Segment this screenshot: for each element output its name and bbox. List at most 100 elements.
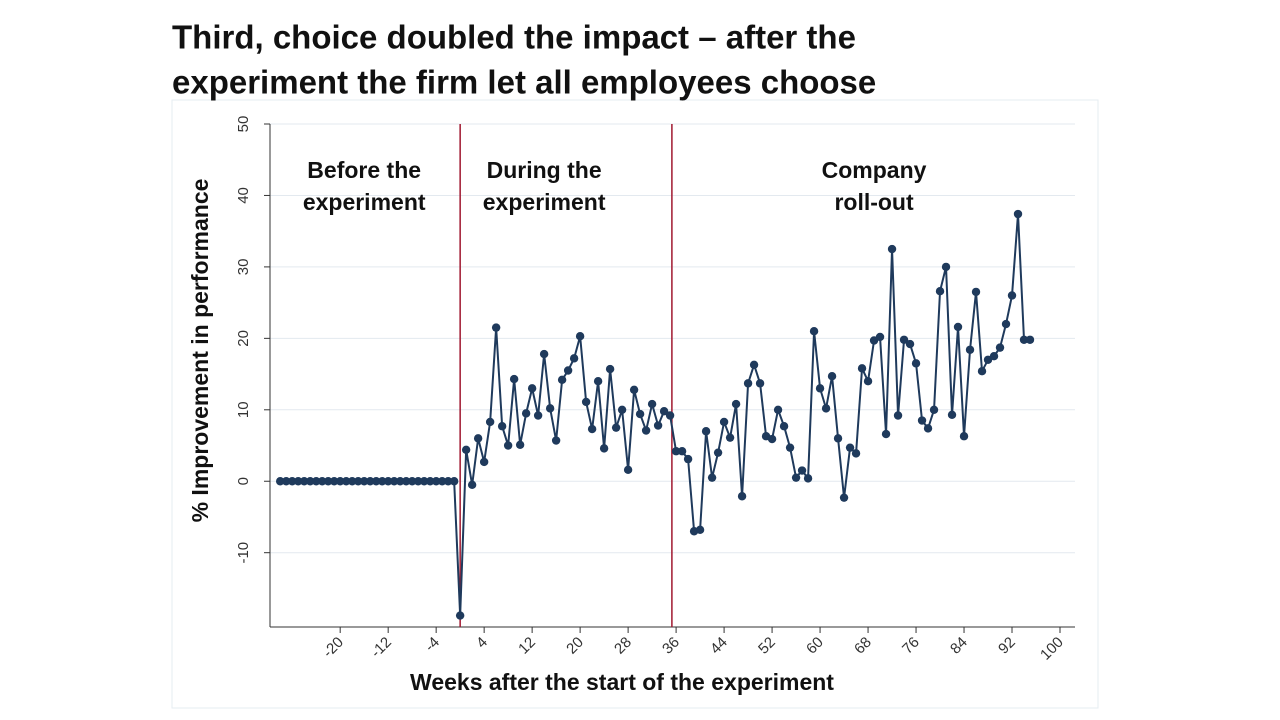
y-tick-label: -10 xyxy=(235,542,252,564)
data-point xyxy=(755,379,765,388)
data-point xyxy=(515,440,525,450)
data-point xyxy=(779,422,789,431)
y-axis-label: % Improvement in performance xyxy=(187,179,213,523)
data-point xyxy=(479,457,489,467)
data-point xyxy=(329,477,339,486)
data-point xyxy=(899,335,909,344)
data-point xyxy=(803,474,813,483)
x-tick-label: 60 xyxy=(803,634,827,658)
data-point xyxy=(587,424,597,434)
data-point xyxy=(377,477,387,486)
data-point xyxy=(509,374,519,384)
data-point xyxy=(617,405,627,414)
data-point xyxy=(929,405,939,414)
data-point xyxy=(287,477,297,486)
x-tick-label: 52 xyxy=(755,634,779,658)
data-point xyxy=(599,444,609,453)
data-point xyxy=(659,407,669,416)
x-tick-label: -12 xyxy=(368,634,395,661)
data-point xyxy=(365,477,375,486)
phase-label: experiment xyxy=(483,189,606,215)
data-point xyxy=(1001,319,1011,329)
data-point xyxy=(1025,335,1035,344)
data-point xyxy=(695,525,705,535)
data-point xyxy=(653,421,663,430)
phase-label: Company xyxy=(822,157,927,183)
data-point xyxy=(797,466,807,475)
data-point xyxy=(317,477,327,486)
phase-label: experiment xyxy=(303,189,426,215)
data-point xyxy=(743,379,753,388)
data-point xyxy=(707,473,717,482)
data-point xyxy=(557,375,567,384)
data-point xyxy=(437,477,447,486)
data-point xyxy=(419,477,429,486)
data-point xyxy=(527,384,537,393)
data-point xyxy=(647,399,657,409)
data-point xyxy=(851,449,861,458)
phase-label: roll-out xyxy=(834,189,914,215)
data-point xyxy=(1007,291,1017,300)
data-point xyxy=(701,427,711,436)
data-point xyxy=(383,477,393,486)
data-point xyxy=(449,477,459,486)
data-point xyxy=(581,397,591,407)
data-point xyxy=(833,434,843,443)
data-point xyxy=(395,477,405,486)
data-point xyxy=(491,323,501,332)
y-tick-label: 30 xyxy=(235,259,252,276)
data-point xyxy=(413,477,423,486)
y-tick-label: 50 xyxy=(235,116,252,133)
x-tick-label: 20 xyxy=(563,634,587,658)
data-point xyxy=(839,493,849,502)
data-point xyxy=(809,327,819,336)
data-point xyxy=(563,366,573,375)
data-point xyxy=(791,473,801,482)
data-point xyxy=(971,287,981,297)
x-tick-label: 4 xyxy=(473,634,491,652)
data-point xyxy=(1013,209,1023,219)
x-tick-label: 36 xyxy=(659,634,683,658)
data-point xyxy=(821,404,831,413)
x-tick-label: -20 xyxy=(320,634,347,661)
data-point xyxy=(713,448,723,457)
data-point xyxy=(635,409,645,419)
data-point xyxy=(947,410,957,419)
data-point xyxy=(539,349,549,359)
data-point xyxy=(467,480,477,490)
data-point xyxy=(683,454,693,464)
y-tick-label: 10 xyxy=(235,401,252,418)
data-point xyxy=(845,443,855,452)
data-point xyxy=(575,332,585,341)
y-tick-label: 40 xyxy=(235,187,252,204)
data-point xyxy=(353,477,363,486)
data-point xyxy=(641,426,651,435)
data-point xyxy=(923,424,933,433)
data-point xyxy=(905,339,915,349)
data-point xyxy=(857,364,867,373)
data-point xyxy=(815,384,825,393)
data-point xyxy=(737,492,747,501)
data-point xyxy=(281,477,291,486)
x-tick-label: 28 xyxy=(611,634,635,658)
data-point xyxy=(875,332,885,342)
data-point xyxy=(569,354,579,363)
data-point xyxy=(773,405,783,414)
data-point xyxy=(431,477,441,486)
data-point xyxy=(881,429,891,439)
data-point xyxy=(275,477,285,486)
x-tick-label: 84 xyxy=(947,634,971,658)
x-tick-label: 68 xyxy=(851,634,875,658)
data-point xyxy=(293,477,303,486)
x-tick-label: 44 xyxy=(707,634,731,658)
data-point xyxy=(863,377,873,386)
x-tick-label: 100 xyxy=(1037,634,1067,664)
x-tick-label: 92 xyxy=(995,634,1019,658)
data-point xyxy=(989,352,999,361)
data-point xyxy=(551,436,561,445)
data-point xyxy=(533,411,543,420)
data-point xyxy=(347,477,357,486)
data-point xyxy=(407,477,417,486)
data-point xyxy=(977,367,987,376)
data-point xyxy=(941,262,951,272)
